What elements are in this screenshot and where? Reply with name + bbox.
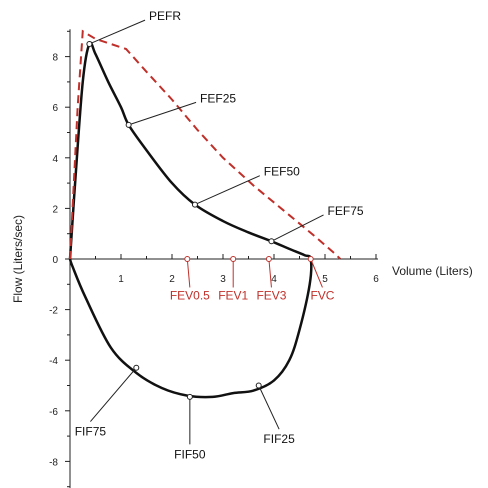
predicted-curve: [69, 29, 342, 260]
x-tick-label: 6: [373, 274, 379, 285]
annotation-leader: [186, 258, 191, 288]
x-tick-label: 1: [118, 274, 124, 285]
annotation-marker: [307, 256, 314, 262]
annotation-leader: [128, 101, 197, 126]
annotation-fev1: FEV1: [218, 256, 249, 302]
annotation-label: FEV0.5: [170, 288, 210, 302]
annotation-layer: PEFR FEF25 FEF50 FEF75 FEV0.5 FEV1 FEV3 FVC FIF7…: [75, 9, 364, 461]
annotation-marker: [186, 393, 193, 400]
y-tick-label: 2: [52, 204, 58, 215]
y-axis-title: Flow (Liters/sec): [11, 215, 25, 303]
annotation-label: FVC: [310, 288, 334, 302]
annotation-leader: [271, 214, 324, 242]
y-tick-label: 0: [52, 255, 58, 266]
annotation-fif75: FIF75: [75, 364, 140, 439]
annotation-leader: [268, 258, 272, 288]
annotation-fev3: FEV3: [256, 256, 287, 302]
annotation-label: FIF25: [263, 432, 295, 446]
annotation-marker: [265, 256, 272, 262]
annotation-fvc: FVC: [307, 256, 335, 302]
annotation-leader: [90, 367, 137, 422]
annotation-fef50: FEF50: [191, 165, 300, 208]
y-tick-label: -2: [49, 306, 58, 317]
annotation-marker: [184, 256, 191, 262]
annotation-marker: [125, 121, 132, 128]
axes: 1 2 3 4 5 6 -8 -6 -4 -2 0 2 4 6 8: [49, 29, 379, 488]
annotation-marker: [191, 201, 198, 208]
annotation-label: FEF50: [264, 165, 300, 179]
annotation-leader: [194, 175, 261, 206]
y-tick-label: -8: [49, 457, 58, 468]
annotation-label: PEFR: [149, 9, 181, 23]
series-layer: [68, 29, 342, 399]
x-tick-label: 5: [322, 274, 328, 285]
annotation-label: FEF25: [200, 91, 236, 105]
annotation-marker: [133, 364, 140, 371]
annotation-label: FEV3: [256, 288, 286, 302]
annotation-marker: [268, 238, 275, 245]
measured-loop: [68, 41, 313, 399]
annotation-leader: [89, 19, 146, 45]
x-tick-label: 4: [271, 274, 277, 285]
annotation-marker: [230, 256, 237, 262]
x-ticks: 1 2 3 4 5 6: [95, 254, 379, 285]
annotation-label: FIF50: [174, 447, 206, 461]
annotation-fif25: FIF25: [255, 382, 295, 446]
annotation-leader: [310, 258, 323, 288]
annotation-label: FEF75: [328, 204, 364, 218]
annotation-marker: [86, 40, 93, 47]
annotation-fev0-5: FEV0.5: [170, 256, 210, 302]
x-tick-label: 2: [169, 274, 175, 285]
y-tick-label: 6: [52, 103, 58, 114]
annotation-fef75: FEF75: [268, 204, 364, 245]
y-tick-label: 8: [52, 53, 58, 64]
annotation-fif50: FIF50: [174, 393, 206, 461]
annotation-fef25: FEF25: [125, 91, 236, 128]
y-tick-label: -6: [49, 407, 58, 418]
annotation-leader: [258, 385, 280, 430]
annotation-label: FIF75: [75, 425, 107, 439]
y-tick-label: 4: [52, 154, 58, 165]
y-tick-label: -4: [49, 356, 58, 367]
annotation-label: FEV1: [218, 288, 248, 302]
annotation-pefr: PEFR: [86, 9, 181, 47]
x-tick-label: 3: [220, 274, 226, 285]
y-ticks: -8 -6 -4 -2 0 2 4 6 8: [49, 30, 70, 488]
x-axis-title: Volume (Liters): [392, 264, 473, 278]
annotation-marker: [255, 382, 262, 389]
